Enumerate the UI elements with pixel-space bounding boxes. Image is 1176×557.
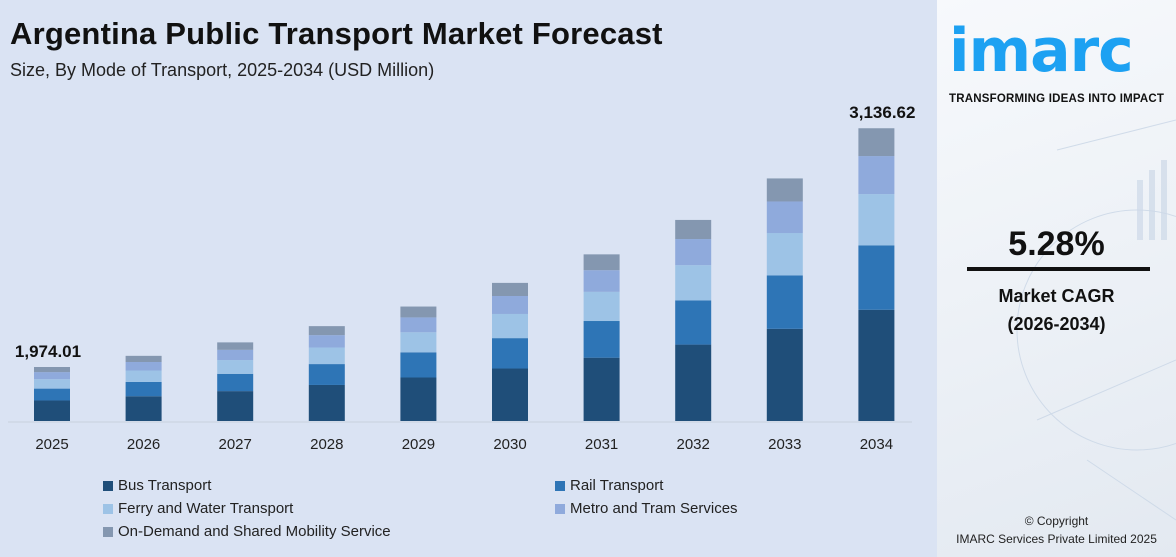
legend-label: On-Demand and Shared Mobility Service	[118, 523, 391, 540]
legend-label: Bus Transport	[118, 477, 212, 494]
bar-segment-2026-0	[125, 396, 162, 421]
bar-segment-2031-2	[583, 291, 620, 322]
bar-segment-2030-1	[492, 338, 528, 369]
background-decoration	[1016, 119, 1176, 521]
bar-segment-2031-1	[583, 321, 620, 358]
bar-segment-2029-1	[400, 352, 437, 378]
logo-tagline: TRANSFORMING IDEAS INTO IMPACT	[949, 93, 1165, 105]
legend-swatch	[555, 480, 565, 491]
bar-segment-2030-4	[492, 282, 528, 297]
bar-segment-2028-4	[308, 326, 345, 336]
bar-segment-2026-3	[125, 362, 162, 371]
bar-segment-2032-3	[675, 239, 712, 266]
bar-segment-2031-3	[583, 270, 620, 292]
cagr-period: (2026-2034)	[1007, 314, 1106, 334]
bar-segment-2034-4	[858, 128, 895, 157]
bar-segment-2025-0	[34, 400, 70, 421]
bar-segment-2033-1	[766, 275, 803, 329]
bar-segment-2029-3	[400, 317, 437, 333]
bar-segment-2025-4	[34, 367, 70, 373]
x-tick-label: 2027	[219, 436, 252, 453]
bar-segment-2029-4	[400, 306, 437, 318]
bar-segment-2028-3	[308, 335, 345, 348]
bar-segment-2026-4	[125, 355, 162, 363]
side-panel: imarc TRANSFORMING IDEAS INTO IMPACT 5.2…	[937, 0, 1176, 557]
legend-item: On-Demand and Shared Mobility Service	[103, 523, 391, 540]
bar-segment-2031-4	[583, 254, 620, 271]
data-label-2025: 1,974.01	[15, 342, 81, 361]
x-tick-label: 2026	[127, 436, 160, 453]
bar-segment-2025-1	[34, 388, 70, 401]
bar-segment-2032-1	[675, 300, 712, 345]
x-tick-label: 2030	[493, 436, 526, 453]
bar-segment-2033-2	[766, 233, 803, 276]
bar-segment-2025-3	[34, 372, 70, 380]
bar-segment-2027-4	[217, 342, 254, 350]
bar-segment-2030-3	[492, 296, 528, 314]
bar-segment-2034-0	[858, 309, 895, 421]
bar-segment-2028-1	[308, 364, 345, 385]
stacked-bar-chart: 2025 1,974.01 2026 2027 2028 2029 2030 2031 2032…	[8, 103, 915, 453]
bar-segment-2026-1	[125, 381, 162, 397]
legend-swatch	[103, 503, 113, 514]
bar-segment-2028-0	[308, 384, 345, 421]
bar-segment-2032-2	[675, 265, 712, 301]
bar-segment-2032-4	[675, 219, 712, 240]
x-tick-label: 2032	[677, 436, 710, 453]
bar-segment-2027-3	[217, 349, 254, 361]
legend-item: Ferry and Water Transport	[103, 500, 293, 517]
bar-segment-2032-0	[675, 344, 712, 421]
legend-label: Metro and Tram Services	[570, 500, 738, 517]
copyright-company: IMARC Services Private Limited 2025	[956, 532, 1157, 546]
bar-segment-2033-3	[766, 201, 803, 234]
bar-segment-2034-2	[858, 194, 895, 246]
bar-segment-2033-4	[766, 178, 803, 202]
chart-subtitle: Size, By Mode of Transport, 2025-2034 (U…	[10, 60, 435, 80]
bar-segment-2034-1	[858, 245, 895, 310]
x-tick-label: 2033	[768, 436, 801, 453]
bar-segment-2033-0	[766, 328, 803, 421]
legend-label: Ferry and Water Transport	[118, 500, 294, 517]
bar-segment-2025-2	[34, 379, 70, 389]
bar-segment-2029-0	[400, 377, 437, 421]
bar-segment-2030-0	[492, 368, 528, 421]
bar-segment-2027-1	[217, 373, 254, 392]
copyright-notice: © Copyright	[1024, 514, 1089, 528]
bar-segment-2030-2	[492, 313, 528, 339]
chart-title: Argentina Public Transport Market Foreca…	[10, 16, 663, 51]
legend-item: Bus Transport	[103, 477, 211, 494]
x-tick-label: 2025	[35, 436, 68, 453]
bar-segment-2029-2	[400, 332, 437, 353]
legend-label: Rail Transport	[570, 477, 664, 494]
bar-segment-2027-2	[217, 360, 254, 374]
legend-swatch	[103, 526, 113, 537]
legend-swatch	[555, 503, 565, 514]
imarc-logo: imarc	[949, 16, 1134, 86]
x-tick-label: 2031	[585, 436, 618, 453]
x-tick-label: 2029	[402, 436, 435, 453]
bar-segment-2027-0	[217, 391, 254, 421]
cagr-divider	[967, 267, 1150, 271]
bar-segment-2034-3	[858, 156, 895, 195]
bar-segment-2031-0	[583, 357, 620, 421]
bar-segment-2028-2	[308, 347, 345, 365]
legend-item: Metro and Tram Services	[555, 500, 738, 517]
legend-item: Rail Transport	[555, 477, 663, 494]
bar-segment-2026-2	[125, 370, 162, 382]
cagr-value: 5.28%	[1008, 225, 1105, 263]
legend-swatch	[103, 480, 113, 491]
data-label-2034: 3,136.62	[849, 103, 915, 122]
cagr-label: Market CAGR	[998, 286, 1115, 306]
x-tick-label: 2028	[310, 436, 343, 453]
x-tick-label: 2034	[860, 436, 893, 453]
